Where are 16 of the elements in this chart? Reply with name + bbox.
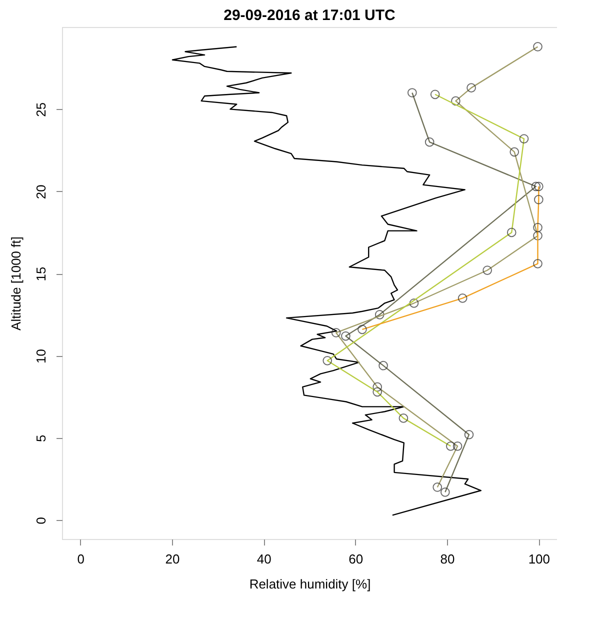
- y-tick-label: 0: [34, 516, 48, 524]
- y-tick-label: 5: [34, 434, 48, 442]
- y-tick-label: 15: [34, 266, 48, 282]
- y-axis-title: Altitude [1000 ft]: [8, 236, 24, 330]
- x-tick-label: 20: [165, 552, 180, 566]
- chart-title: 29-09-2016 at 17:01 UTC: [224, 7, 396, 24]
- line-series: [172, 46, 482, 516]
- y-tick-label: 10: [34, 349, 48, 364]
- y-tick-label: 20: [34, 184, 48, 200]
- x-tick-label: 60: [348, 552, 364, 566]
- x-tick-label: 100: [528, 552, 550, 566]
- x-tick-label: 0: [77, 552, 84, 566]
- x-tick-label: 80: [440, 552, 455, 566]
- y-tick-label: 25: [34, 102, 48, 117]
- x-axis-title: Relative humidity [%]: [249, 576, 371, 592]
- x-tick-label: 40: [256, 552, 272, 566]
